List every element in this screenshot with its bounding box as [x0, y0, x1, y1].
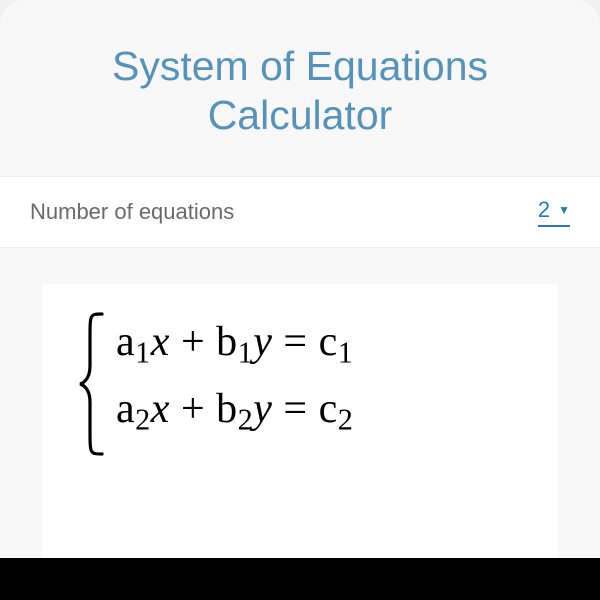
num-equations-label: Number of equations: [30, 199, 234, 225]
title-area: System of Equations Calculator: [0, 0, 600, 176]
page-title: System of Equations Calculator: [40, 42, 560, 140]
math-display: a1x + b1y = c1 a2x + b2y = c2: [70, 302, 530, 458]
equation-line-2: a2x + b2y = c2: [116, 385, 353, 438]
num-equations-select[interactable]: 2 ▼: [538, 197, 570, 227]
equation-lines: a1x + b1y = c1 a2x + b2y = c2: [116, 310, 353, 437]
bottom-bar: [0, 558, 600, 600]
chevron-down-icon: ▼: [558, 203, 570, 217]
equation-line-1: a1x + b1y = c1: [116, 318, 353, 371]
calculator-card: System of Equations Calculator Number of…: [0, 0, 600, 600]
num-equations-value: 2: [538, 197, 550, 223]
equation-preview: a1x + b1y = c1 a2x + b2y = c2: [42, 284, 558, 600]
num-equations-row: Number of equations 2 ▼: [0, 176, 600, 248]
left-brace-icon: [74, 310, 108, 458]
